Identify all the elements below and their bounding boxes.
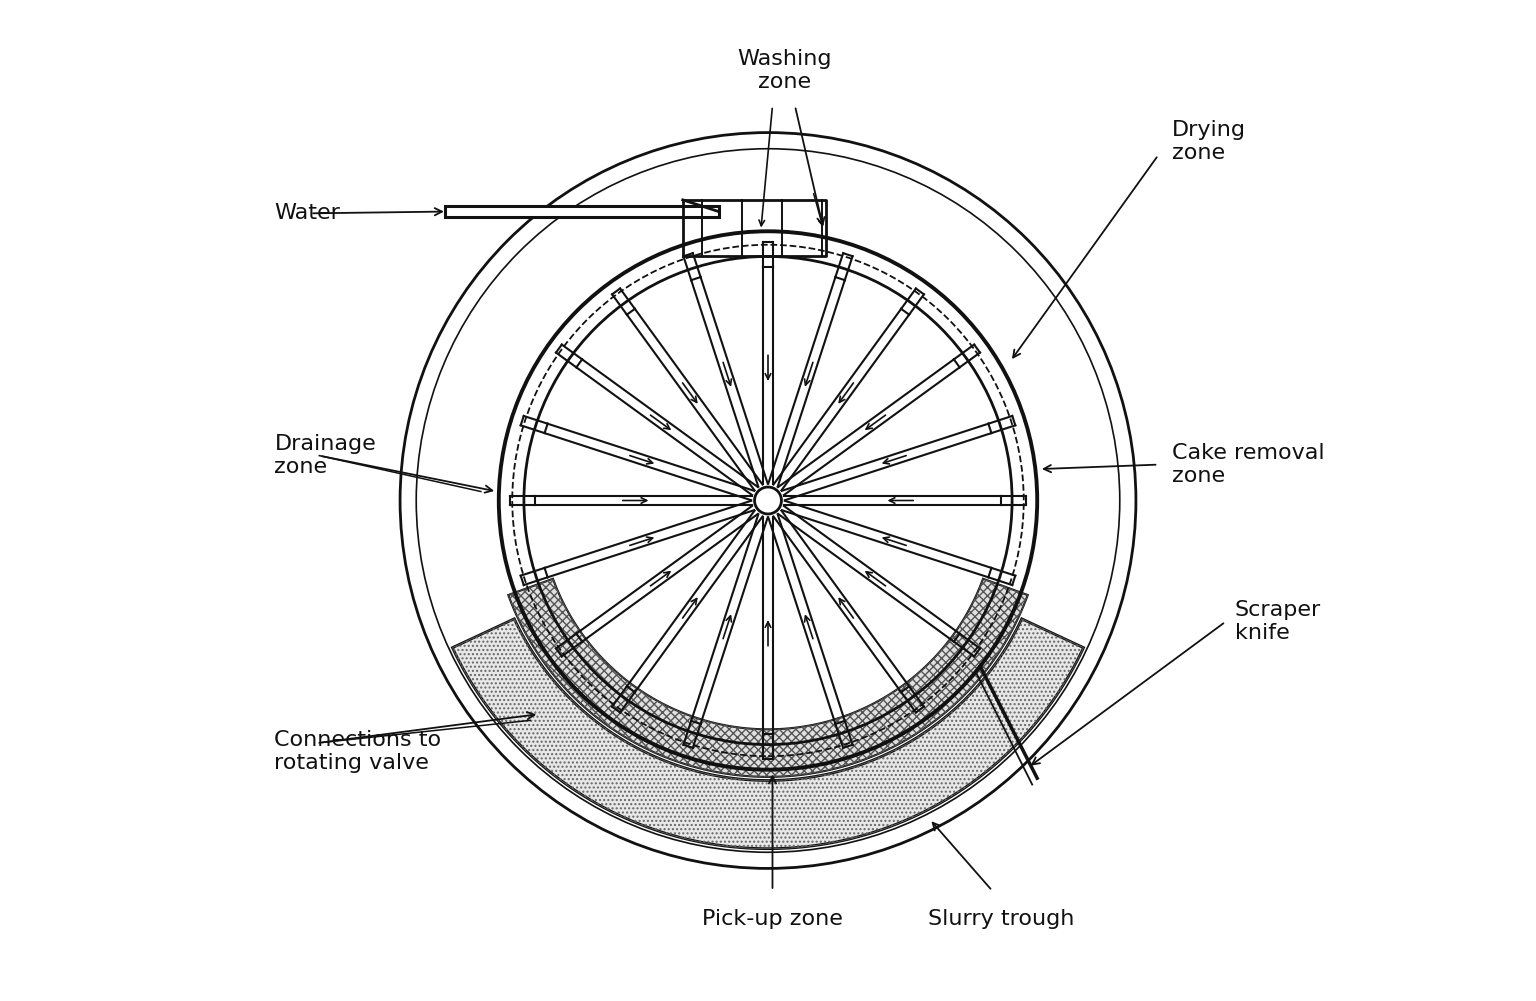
Polygon shape — [508, 579, 1028, 777]
Bar — [445, 206, 719, 217]
Circle shape — [754, 487, 782, 514]
Text: Connections to
rotating valve: Connections to rotating valve — [275, 730, 441, 774]
Text: Scraper
knife: Scraper knife — [1235, 600, 1321, 644]
Text: Drying
zone: Drying zone — [1172, 120, 1246, 163]
Text: Washing
zone: Washing zone — [737, 49, 831, 92]
Text: Slurry trough: Slurry trough — [928, 909, 1075, 929]
Text: Pick-up zone: Pick-up zone — [702, 909, 843, 929]
Text: Drainage
zone: Drainage zone — [275, 434, 376, 477]
Polygon shape — [453, 619, 1083, 849]
Text: Cake removal
zone: Cake removal zone — [1172, 443, 1324, 486]
Text: Water: Water — [275, 203, 341, 223]
